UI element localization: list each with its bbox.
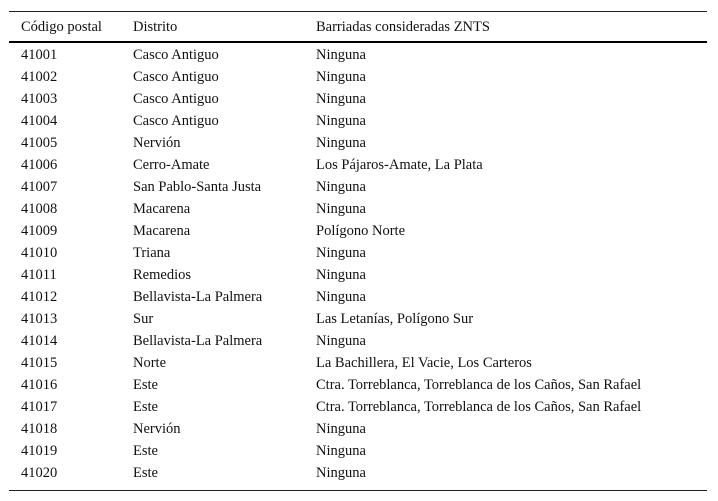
cell-codigo-postal: 41015	[21, 355, 58, 371]
cell-barriadas: Ninguna	[316, 91, 366, 107]
cell-distrito: Triana	[133, 245, 171, 261]
cell-distrito: Este	[133, 399, 158, 415]
cell-barriadas: Polígono Norte	[316, 223, 406, 239]
table-row: 41002 Casco Antiguo Ninguna	[9, 66, 707, 88]
table-row: 41010 Triana Ninguna	[9, 242, 707, 264]
table-row: 41005 Nervión Ninguna	[9, 132, 707, 154]
table-row: 41016 Este Ctra. Torreblanca, Torreblanca …	[9, 374, 707, 396]
cell-codigo-postal: 41001	[21, 47, 58, 63]
cell-codigo-postal: 41005	[21, 135, 58, 151]
cell-barriadas: Ninguna	[316, 113, 366, 129]
cell-barriadas: Ninguna	[316, 135, 366, 151]
cell-barriadas: Ninguna	[316, 443, 366, 459]
table-row: 41011 Remedios Ninguna	[9, 264, 707, 286]
cell-codigo-postal: 41014	[21, 333, 58, 349]
znts-table: Código postal Distrito Barriadas conside…	[9, 11, 707, 491]
cell-codigo-postal: 41002	[21, 69, 58, 85]
cell-distrito: Bellavista-La Palmera	[133, 333, 263, 349]
cell-codigo-postal: 41010	[21, 245, 58, 261]
cell-codigo-postal: 41013	[21, 311, 58, 327]
cell-barriadas: Ninguna	[316, 267, 366, 283]
cell-codigo-postal: 41016	[21, 377, 58, 393]
header-distrito: Distrito	[133, 19, 178, 35]
cell-distrito: Casco Antiguo	[133, 91, 219, 107]
cell-distrito: Remedios	[133, 267, 191, 283]
cell-codigo-postal: 41007	[21, 179, 58, 195]
cell-distrito: Este	[133, 465, 158, 481]
cell-distrito: Macarena	[133, 201, 191, 217]
table-header: Código postal Distrito Barriadas conside…	[9, 12, 707, 43]
header-barriadas: Barriadas consideradas ZNTS	[316, 19, 490, 35]
header-codigo-postal: Código postal	[21, 19, 102, 35]
cell-codigo-postal: 41019	[21, 443, 58, 459]
cell-codigo-postal: 41008	[21, 201, 58, 217]
table-row: 41007 San Pablo-Santa Justa Ninguna	[9, 176, 707, 198]
table-row: 41013 Sur Las Letanías, Polígono Sur	[9, 308, 707, 330]
table-row: 41012 Bellavista-La Palmera Ninguna	[9, 286, 707, 308]
cell-distrito: Este	[133, 377, 158, 393]
table-row: 41008 Macarena Ninguna	[9, 198, 707, 220]
cell-distrito: Sur	[133, 311, 154, 327]
cell-codigo-postal: 41004	[21, 113, 58, 129]
cell-codigo-postal: 41018	[21, 421, 58, 437]
cell-codigo-postal: 41020	[21, 465, 58, 481]
cell-barriadas: Ninguna	[316, 245, 366, 261]
table-row: 41017 Este Ctra. Torreblanca, Torreblanca …	[9, 396, 707, 418]
cell-distrito: Casco Antiguo	[133, 69, 219, 85]
cell-distrito: Nervión	[133, 421, 181, 437]
cell-distrito: San Pablo-Santa Justa	[133, 179, 262, 195]
table-row: 41001 Casco Antiguo Ninguna	[9, 44, 707, 66]
cell-distrito: Casco Antiguo	[133, 113, 219, 129]
cell-barriadas: Ninguna	[316, 421, 366, 437]
cell-barriadas: Ninguna	[316, 465, 366, 481]
cell-codigo-postal: 41011	[21, 267, 57, 283]
cell-barriadas: Ninguna	[316, 69, 366, 85]
cell-codigo-postal: 41003	[21, 91, 58, 107]
cell-codigo-postal: 41006	[21, 157, 58, 173]
table-body: 41001 Casco Antiguo Ninguna 41002 Casco Anti…	[9, 43, 707, 490]
table-row: 41018 Nervión Ninguna	[9, 418, 707, 440]
cell-barriadas: Ninguna	[316, 333, 366, 349]
cell-distrito: Bellavista-La Palmera	[133, 289, 263, 305]
cell-distrito: Macarena	[133, 223, 191, 239]
cell-distrito: Nervión	[133, 135, 181, 151]
cell-barriadas: Ninguna	[316, 201, 366, 217]
cell-codigo-postal: 41009	[21, 223, 58, 239]
table-row: 41015 Norte La Bachillera, El Vacie, Los C…	[9, 352, 707, 374]
table-row: 41009 Macarena Polígono Norte	[9, 220, 707, 242]
table-row: 41003 Casco Antiguo Ninguna	[9, 88, 707, 110]
table-row: 41006 Cerro-Amate Los Pájaros-Amate, La Pl…	[9, 154, 707, 176]
cell-barriadas: Ninguna	[316, 179, 366, 195]
cell-distrito: Norte	[133, 355, 167, 371]
cell-barriadas: Ctra. Torreblanca, Torreblanca de los Ca…	[316, 399, 642, 415]
cell-distrito: Casco Antiguo	[133, 47, 219, 63]
table-row: 41020 Este Ninguna	[9, 462, 707, 484]
table-row: 41019 Este Ninguna	[9, 440, 707, 462]
cell-barriadas: Los Pájaros-Amate, La Plata	[316, 157, 483, 173]
cell-distrito: Este	[133, 443, 158, 459]
table-row: 41004 Casco Antiguo Ninguna	[9, 110, 707, 132]
cell-barriadas: Ctra. Torreblanca, Torreblanca de los Ca…	[316, 377, 642, 393]
cell-codigo-postal: 41017	[21, 399, 58, 415]
cell-barriadas: Ninguna	[316, 289, 366, 305]
cell-barriadas: La Bachillera, El Vacie, Los Carteros	[316, 355, 532, 371]
cell-codigo-postal: 41012	[21, 289, 58, 305]
cell-barriadas: Las Letanías, Polígono Sur	[316, 311, 474, 327]
cell-distrito: Cerro-Amate	[133, 157, 210, 173]
cell-barriadas: Ninguna	[316, 47, 366, 63]
table-row: 41014 Bellavista-La Palmera Ninguna	[9, 330, 707, 352]
